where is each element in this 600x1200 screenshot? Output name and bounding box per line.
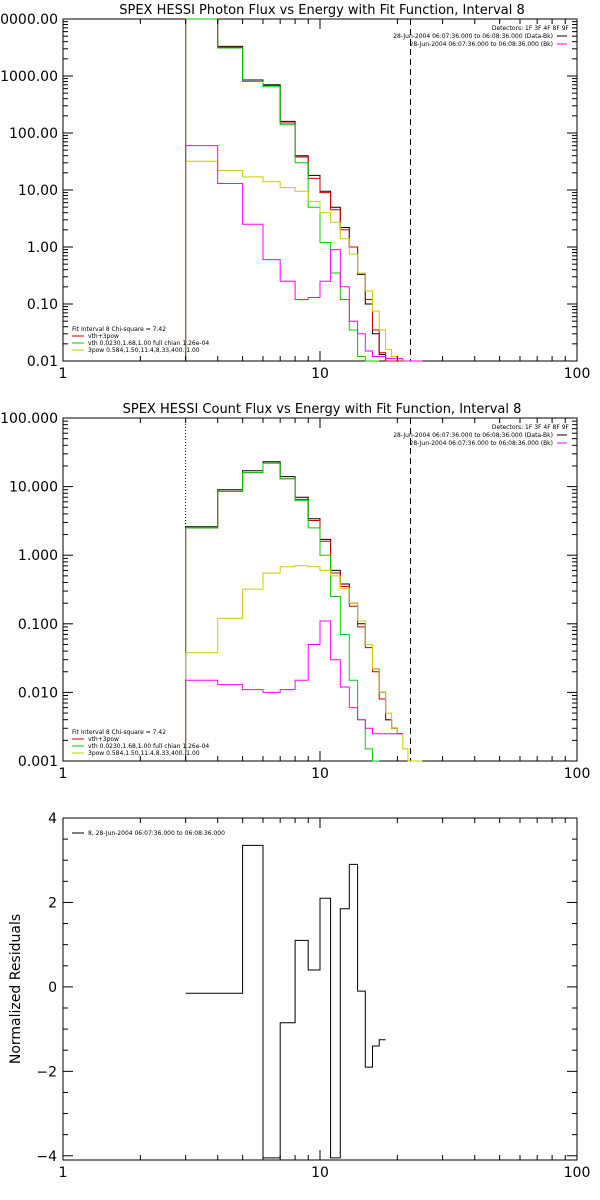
series-line-0: [185, 18, 403, 362]
fit-legend-header: Fit Interval 8 Chi-square = 7.42: [72, 326, 166, 333]
plot-frame: [62, 817, 578, 1161]
y-tick-label: 10.000: [9, 480, 58, 496]
chart-title: SPEX HESSI Count Flux vs Energy with Fit…: [123, 402, 522, 417]
legend-entry: 8, 28-Jun-2004 06:07:36.000 to 06:08:36.…: [88, 830, 225, 837]
x-tick-label: 100: [564, 366, 591, 382]
series-line-2: [185, 18, 380, 362]
legend-entry: vth+3pow: [88, 333, 119, 340]
y-tick-label: 0.010: [18, 685, 58, 701]
detectors-label: Detectors: 1F 3F 4F 8F 9F: [492, 424, 570, 431]
y-tick-label: 100.00: [9, 126, 58, 142]
plot-frame: [62, 417, 578, 762]
x-tick-label: 100: [564, 766, 591, 782]
photon-flux-panel: SPEX HESSI Photon Flux vs Energy with Fi…: [0, 3, 590, 382]
legend-entry: 28-Jun-2004 06:07:36.000 to 06:08:36.000…: [410, 440, 553, 447]
residuals-panel: 1 10 100 4 2 0 −2 −4 Normalized Residuals 8, 28…: [8, 811, 590, 1181]
x-tick-label: 1: [59, 766, 68, 782]
detectors-label: Detectors: 1F 3F 4F 8F 9F: [492, 25, 570, 32]
y-tick-label: −2: [36, 1064, 57, 1080]
x-tick-label: 1: [59, 366, 68, 382]
series-line-0: [185, 844, 386, 1159]
y-tick-label: 1000.00: [0, 69, 58, 85]
y-tick-label: 0.100: [18, 617, 58, 633]
series-line-3: [185, 160, 423, 362]
x-tick-label: 100: [564, 1165, 591, 1181]
y-axis-label: Normalized Residuals: [8, 914, 24, 1064]
fit-legend-header: Fit Interval 8 Chi-square = 7.42: [72, 729, 166, 736]
y-tick-label: 0.001: [18, 754, 58, 770]
x-tick-label: 10: [311, 366, 329, 382]
legend-entry: vth 0.0230,1.68,1.00 full chian 1.26e-04: [88, 340, 209, 347]
series-line-1: [185, 18, 403, 362]
y-tick-label: 0.01: [27, 354, 58, 370]
x-tick-label: 1: [59, 1165, 68, 1181]
y-tick-label: 100.000: [0, 411, 58, 427]
y-tick-label: 2: [48, 895, 57, 911]
count-flux-panel: SPEX HESSI Count Flux vs Energy with Fit…: [0, 402, 590, 782]
x-tick-label: 10: [311, 766, 329, 782]
legend-entry: 28-Jun-2004 06:07:36.000 to 06:08:36.000…: [393, 33, 553, 40]
series-line-4: [185, 145, 423, 362]
y-tick-label: 10.00: [18, 183, 58, 199]
legend-entry: 28-Jun-2004 06:07:36.000 to 06:08:36.000…: [410, 41, 553, 48]
y-tick-label: 4: [48, 811, 57, 827]
y-tick-label: 0.10: [27, 297, 58, 313]
x-tick-label: 10: [311, 1165, 329, 1181]
legend-entry: 3pow 0.584,1.50,11.4,8.33,400.,1.00: [88, 750, 200, 757]
legend-entry: 28-Jun-2004 06:07:36.000 to 06:08:36.000…: [393, 432, 553, 439]
y-tick-label: 0: [48, 980, 57, 996]
legend-entry: vth+3pow: [88, 736, 119, 743]
legend-entry: vth 0.0230,1.68,1.00 full chian 1.26e-04: [88, 743, 209, 750]
chart-title: SPEX HESSI Photon Flux vs Energy with Fi…: [119, 3, 525, 18]
y-tick-label: 1.000: [18, 548, 58, 564]
legend-entry: 3pow 0.584,1.50,11.4,8.33,400.,1.00: [88, 347, 200, 354]
series-line-4: [185, 620, 403, 761]
y-tick-label: −4: [36, 1149, 57, 1165]
y-tick-label: 1.00: [27, 240, 58, 256]
series-line-2: [185, 462, 380, 762]
series-line-3: [185, 565, 423, 762]
